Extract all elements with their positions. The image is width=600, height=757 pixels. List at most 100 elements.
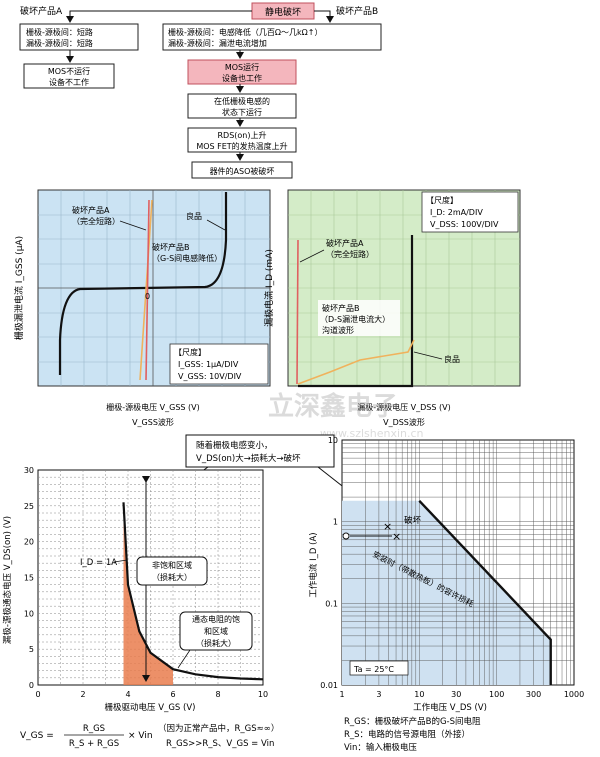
flow-b-line1: 栅极-源极间：电感降低（几百Ω～几kΩ↑）: [168, 27, 322, 37]
legend-rgs: R_GS：栅极破坏产品B的G-S间电阻: [344, 716, 481, 727]
panel3-vdson: 0 2 4 6 8 10 0 5 10 15 20 25 30 I_D = 1A 非饱和区域 （损耗大）…: [2, 466, 268, 713]
callout-line1: 随着栅极电感变小，: [196, 440, 273, 451]
panel3-region-fill: [123, 502, 173, 685]
panel1-scale-1: I_GSS: 1μA/DIV: [178, 360, 239, 369]
legend: R_GS：栅极破坏产品B的G-S间电阻 R_S：电路的信号源电阻（外接） Vin…: [344, 716, 481, 753]
watermark-text: 立深鑫电子: [268, 391, 398, 422]
flow-b-box: [162, 23, 382, 51]
flow-b-step3-2: MOS FET的发热温度上升: [196, 141, 287, 151]
panel1-curve-a: [145, 199, 150, 381]
panel4-xtick: 30: [451, 690, 461, 699]
panel2-curve-a: [296, 239, 299, 385]
panel1-scale-box: [169, 343, 269, 385]
watermark: 立深鑫电子 www.szlshenxin.cn: [268, 391, 424, 440]
panel2-good-curve: [298, 235, 414, 388]
panel1-xlabel: 栅极-源极电压 V_GSS (V): [106, 402, 200, 412]
flow-b-step2-2: 状态下运行: [222, 107, 262, 117]
flow-a-result-box: [23, 63, 115, 89]
panel3-xtick: 4: [125, 690, 130, 699]
panel4-xtick: 1000: [564, 690, 584, 699]
callout: 随着栅极电感变小， V_DS(on)大→损耗大→破坏: [127, 434, 389, 524]
panel3-ytick: 30: [24, 466, 34, 475]
panel3-ytick: 25: [24, 502, 34, 511]
panel4-ta-label: Ta = 25°C: [353, 665, 394, 674]
panel3-xtick: 10: [258, 690, 268, 699]
panel3-region2-l1: 通态电阻的饱: [192, 614, 240, 624]
panel4-ytick: 1: [333, 518, 338, 527]
flow-productA-title: 破坏产品A: [20, 5, 63, 17]
flow-b-step4: [191, 161, 293, 179]
panel2-caption: V_DSS波形: [383, 417, 425, 427]
panel3-id-label: I_D = 1A: [80, 558, 117, 568]
panel2-scale-1: I_D: 2mA/DIV: [430, 208, 483, 217]
watermark-url: www.szlshenxin.cn: [320, 427, 424, 440]
panel2-label-b1: 破坏产品B: [322, 303, 360, 313]
panel1-label-b2: （G-S间电感降低）: [152, 253, 222, 263]
panel2-label-b3: 沟道波形: [322, 325, 354, 335]
panel4-ytick: 10: [328, 436, 338, 445]
flow-a-box: [19, 23, 139, 51]
panel3-xlabel: 栅极驱动电压 V_GS (V): [105, 702, 196, 713]
panel4-xlabel: 工作电压 V_DS (V): [413, 702, 487, 713]
panel2-scale-title: 【尺度】: [426, 195, 458, 205]
panel3-ytick: 5: [29, 645, 34, 654]
panel1-label-b1: 破坏产品B: [152, 242, 190, 252]
formula: V_GS = R_GS R_S + R_GS × Vin （因为正常产品中，R_…: [20, 723, 279, 749]
panel2-label-good: 良品: [444, 354, 460, 364]
flow-b-step3: [187, 127, 297, 153]
panel1-origin: 0: [145, 292, 150, 301]
flow-b-step2-1: 在低栅极电感的: [214, 96, 270, 106]
panel4-aso-fill: [342, 500, 551, 685]
panel4-start-point: [342, 532, 350, 540]
flow-b-step1: [187, 59, 297, 85]
flow-b-step3-1: RDS(on)上升: [217, 131, 266, 140]
panel4-break-mark-1: ×: [383, 520, 392, 533]
flow-b-line2: 漏极-源极间：漏泄电流增加: [168, 38, 267, 48]
panel2-xlabel: 漏极-源极电压 V_DSS (V): [357, 402, 450, 412]
formula-lhs: V_GS =: [20, 731, 54, 741]
panel1-caption: V_GSS波形: [132, 417, 174, 427]
panel2-label-a2: （完全短路）: [326, 249, 374, 259]
panel2-label-b-bg: [318, 300, 400, 336]
formula-tail: × Vin: [128, 731, 153, 741]
panel1-scale-title: 【尺度】: [174, 347, 206, 357]
panel4-aso-curve: [418, 499, 552, 685]
panel2-scale-2: V_DSS: 100V/DIV: [430, 220, 499, 229]
panel4-xtick: 1: [339, 690, 344, 699]
panel2-label-a1: 破坏产品A: [326, 238, 364, 248]
flow-top-label: 静电破坏: [265, 6, 301, 18]
panel4-xtick: 10: [414, 690, 424, 699]
panel3-ytick: 10: [24, 609, 34, 618]
panel2-ylabel: 漏极电流 I_D (mA): [263, 249, 275, 327]
callout-line2: V_DS(on)大→损耗大→破坏: [196, 453, 301, 464]
panel4-xtick: 100: [489, 690, 504, 699]
flow-chart: 静电破坏 破坏产品A 破坏产品B 栅极-源极间：短路 漏极-源极间：短路 MOS…: [19, 2, 382, 179]
flow-a-result-1: MOS不运行: [48, 66, 90, 76]
flow-b-step1-2: 设备也工作: [222, 73, 262, 83]
panel3-xtick: 0: [35, 690, 40, 699]
panel3-curve: [122, 502, 264, 681]
flow-a-line1: 栅极-源极间：短路: [26, 27, 93, 37]
panel3-xtick: 2: [80, 690, 85, 699]
panel3-region1-l1: 非饱和区域: [152, 560, 192, 570]
flow-b-step1-1: MOS运行: [225, 62, 259, 72]
panel2-scale-box: [421, 191, 519, 233]
panel1-good-curve: [58, 192, 228, 375]
flow-b-step4-label: 器件的ASO被破坏: [210, 166, 275, 176]
panel4-xtick: 3: [376, 690, 381, 699]
panel1-label-good: 良品: [186, 211, 202, 221]
legend-rs: R_S：电路的信号源电阻（外接）: [344, 729, 470, 740]
panel3-ytick: 0: [29, 681, 34, 690]
panel2-label-b2: （D-S漏泄电流大）: [320, 314, 390, 324]
formula-note1: （因为正常产品中，R_GS≈∞）: [158, 723, 279, 734]
callout-box: [185, 434, 335, 468]
panel2-curve-b: [297, 339, 415, 385]
panel1-ylabel: 栅极漏泄电流 I_GSS (μA): [13, 236, 25, 340]
panel3-ytick: 15: [24, 574, 34, 583]
panel4-ytick: 0.01: [320, 681, 338, 690]
panel4-break-label: 破坏: [404, 515, 422, 526]
panel3-xtick: 8: [215, 690, 220, 699]
flow-a-line2: 漏极-源极间：短路: [26, 38, 93, 48]
